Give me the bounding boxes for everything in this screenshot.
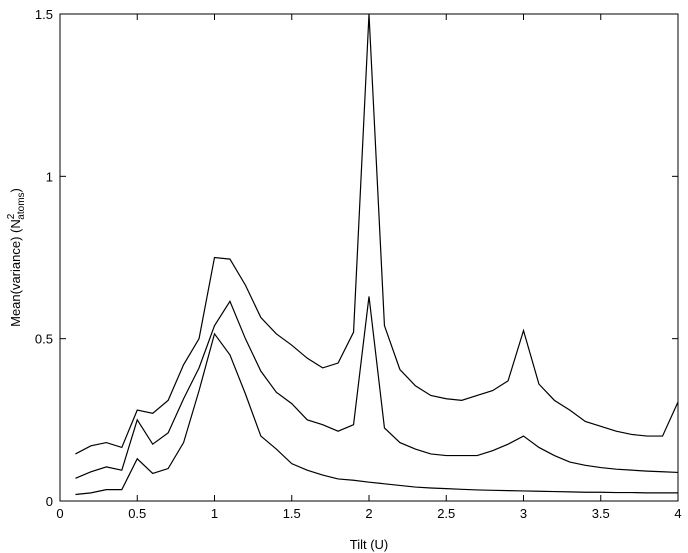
- x-tick-label: 3.5: [592, 506, 610, 521]
- x-axis-ticks: 0 0.5 1 1.5 2 2.5 3 3.5 4: [56, 14, 682, 521]
- x-tick-label: 1: [211, 506, 218, 521]
- y-axis-label-sup: 2: [6, 213, 17, 219]
- y-tick-label: 0.5: [35, 332, 53, 347]
- y-axis-label-main: Mean(variance) (N: [8, 219, 23, 327]
- series-line-2: [75, 296, 679, 479]
- y-tick-label: 0: [46, 494, 53, 509]
- y-axis-label-close: ): [8, 188, 23, 192]
- y-axis-label-sub: atoms: [16, 192, 27, 219]
- y-axis-label: Mean(variance) (N2atoms): [6, 188, 27, 327]
- y-tick-label: 1: [46, 169, 53, 184]
- x-tick-label: 2: [365, 506, 372, 521]
- x-tick-label: 2.5: [437, 506, 455, 521]
- x-axis-label: Tilt (U): [350, 537, 389, 552]
- series-line-3: [75, 332, 678, 496]
- x-tick-label: 1.5: [283, 506, 301, 521]
- series-group: [75, 13, 679, 496]
- x-tick-label: 4: [674, 506, 681, 521]
- x-tick-label: 0: [56, 506, 63, 521]
- plot-frame: [59, 13, 679, 502]
- y-axis-ticks: 0 0.5 1 1.5: [35, 7, 678, 509]
- series-line-1: [75, 13, 679, 455]
- x-tick-label: 3: [520, 506, 527, 521]
- x-tick-label: 0.5: [128, 506, 146, 521]
- y-tick-label: 1.5: [35, 7, 53, 22]
- plot-area: 0 0.5 1 1.5 2 2.5 3 3.5 4 0 0.5 1 1.5: [35, 7, 682, 521]
